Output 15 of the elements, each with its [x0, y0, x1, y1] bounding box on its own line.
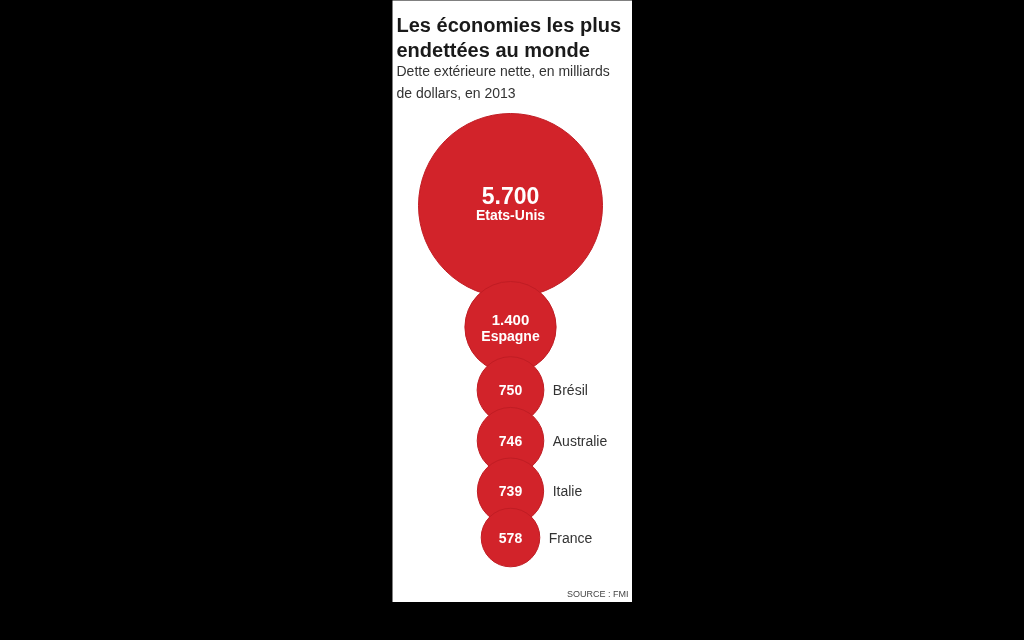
category-label: Australie	[552, 432, 608, 449]
data-label: 750	[498, 382, 523, 399]
text: Les économies les plus endettées au monde	[396, 13, 622, 61]
category-label: Etats-Unis	[475, 206, 546, 223]
text: Dette extérieure nette, en milliards de dollars, en 2013	[396, 62, 610, 101]
category-label: Brésil	[552, 382, 588, 399]
source-note: SOURCE : FMI	[567, 588, 629, 599]
category-label: France	[548, 529, 593, 546]
data-label: 1.400	[491, 311, 530, 329]
data-label: 578	[498, 529, 523, 546]
category-label: Italie	[552, 483, 583, 500]
category-label: Espagne	[481, 328, 540, 345]
data-label: 746	[498, 432, 523, 449]
data-label: 739	[498, 483, 523, 500]
data-label: 5.700	[481, 182, 540, 209]
